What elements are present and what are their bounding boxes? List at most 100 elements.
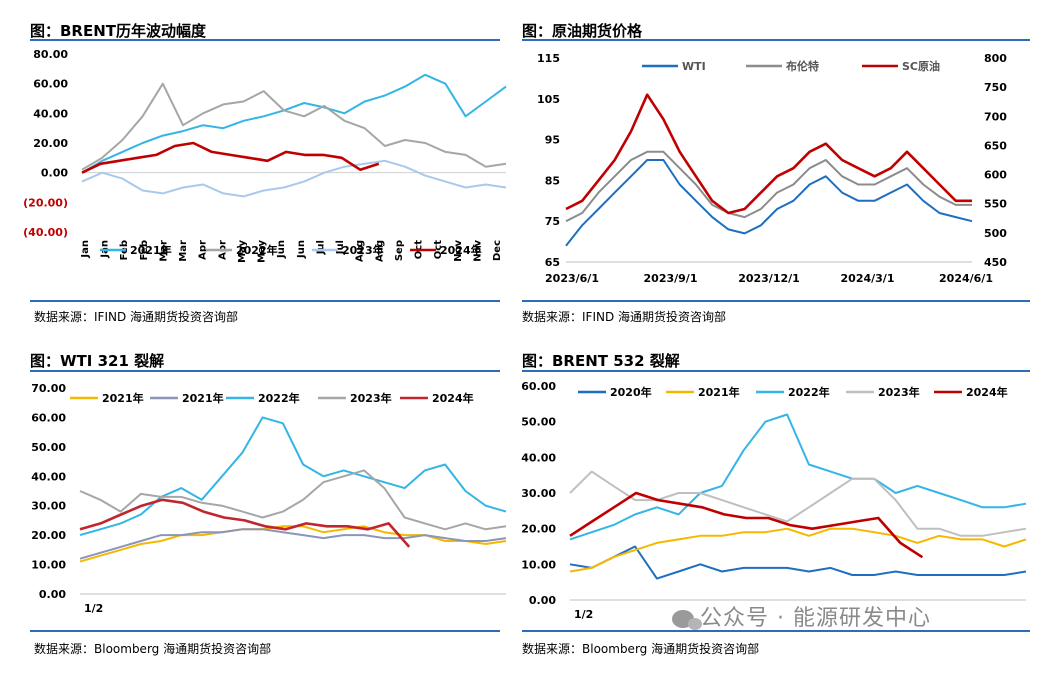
brent-volatility-chart: 80.00 60.00 40.00 20.00 0.00 (20.00) (40.00) Ja… — [23, 48, 507, 263]
y-tick-label: 50.00 — [31, 441, 66, 454]
y-tick-label: (40.00) — [23, 226, 68, 239]
x-tick-label: 2023/12/1 — [738, 272, 800, 285]
data-source: 数据来源：Bloomberg 海通期货投资咨询部 — [522, 642, 760, 656]
x-tick-label: Dec — [492, 240, 503, 261]
y2-tick-label: 450 — [984, 256, 1007, 269]
y-tick-label: 60.00 — [33, 78, 68, 91]
watermark-text: 公众号 · 能源研发中心 — [700, 606, 931, 631]
x-tick-label: Sep — [394, 240, 405, 261]
y2-tick-label: 650 — [984, 139, 1007, 152]
divider — [522, 370, 1030, 372]
divider — [30, 39, 500, 41]
y-tick-label: 0.00 — [39, 588, 66, 601]
x-tick-label: 2024/6/1 — [939, 272, 993, 285]
x-tick-label: Oct — [433, 240, 444, 259]
x-tick-label: Jan — [80, 240, 91, 259]
y-tick-label: 95 — [545, 134, 560, 147]
y-tick-label: 70.00 — [31, 382, 66, 395]
legend-label: 2022年 — [258, 391, 300, 405]
divider — [522, 39, 1030, 41]
series-line — [569, 470, 1027, 537]
series-line — [79, 525, 507, 563]
x-tick-label: Jun — [276, 240, 287, 259]
x-tick-label: 2023/9/1 — [644, 272, 698, 285]
legend-label: 2023年 — [342, 243, 384, 257]
y2-tick-label: 500 — [984, 227, 1007, 240]
y-tick-label: 115 — [537, 52, 560, 65]
y-tick-label: 10.00 — [521, 558, 556, 571]
chart-title-brent-volatility: 图：BRENT历年波动幅度 — [30, 22, 207, 40]
legend-label: 2022年 — [236, 243, 278, 257]
x-tick-label: 2024/3/1 — [841, 272, 895, 285]
y2-tick-label: 550 — [984, 198, 1007, 211]
y2-tick-label: 700 — [984, 110, 1007, 123]
legend-label: 2021年 — [182, 391, 224, 405]
series-line — [81, 73, 507, 174]
series-line — [569, 413, 1027, 541]
divider — [30, 300, 500, 302]
watermark: 公众号 · 能源研发中心 — [672, 600, 931, 632]
series-line — [569, 527, 1027, 573]
series-line — [79, 416, 507, 537]
series-line — [565, 150, 972, 223]
y-tick-label: 20.00 — [31, 529, 66, 542]
divider — [30, 370, 500, 372]
series-line — [79, 469, 507, 531]
legend-label: 2024年 — [440, 243, 482, 257]
wechat-icon — [672, 610, 702, 630]
divider — [522, 630, 1030, 632]
series-line — [79, 528, 507, 560]
legend-label: 2024年 — [432, 391, 474, 405]
legend-label: 2023年 — [878, 385, 920, 399]
series-line — [565, 93, 972, 215]
x-tick-label: Aug — [355, 240, 366, 262]
series-line — [81, 159, 507, 198]
y-tick-label: 40.00 — [31, 470, 66, 483]
divider — [30, 630, 500, 632]
legend-label: 布伦特 — [786, 59, 819, 73]
chart-title-crude-futures: 图：原油期货价格 — [522, 22, 643, 40]
series-line — [81, 82, 507, 171]
series-line — [565, 159, 973, 247]
y-tick-label: (20.00) — [23, 196, 68, 209]
divider — [522, 300, 1030, 302]
y-tick-label: 20.00 — [33, 137, 68, 150]
x-tick-label: May — [257, 240, 268, 263]
x-tick-label: May — [237, 240, 248, 263]
x-tick-label: Mar — [178, 240, 189, 262]
y-tick-label: 40.00 — [521, 451, 556, 464]
y-tick-label: 105 — [537, 93, 560, 106]
x-tick-label: Jul — [335, 240, 346, 255]
y-tick-label: 65 — [545, 256, 560, 269]
legend-label: WTI — [682, 60, 706, 73]
legend-label: SC原油 — [902, 59, 940, 73]
y-tick-label: 50.00 — [521, 416, 556, 429]
y2-tick-label: 600 — [984, 169, 1007, 182]
legend-label: 2021年 — [102, 391, 144, 405]
x-tick-label: 1/2 — [574, 608, 593, 621]
series-line — [81, 141, 380, 174]
x-tick-label: Feb — [139, 240, 150, 260]
x-tick-label: Mar — [158, 240, 169, 262]
chart-title-wti-crack: 图：WTI 321 裂解 — [30, 352, 165, 370]
series-line — [569, 491, 924, 559]
x-tick-label: Aug — [374, 240, 385, 262]
series-line — [79, 498, 411, 548]
x-tick-label: Jun — [296, 240, 307, 259]
x-tick-label: Jul — [315, 240, 326, 255]
legend-label: 2020年 — [610, 385, 652, 399]
x-tick-label: Nov — [453, 240, 464, 262]
series-line — [569, 545, 1027, 580]
legend-label: 2024年 — [966, 385, 1008, 399]
y2-tick-label: 800 — [984, 52, 1007, 65]
y-tick-label: 10.00 — [31, 559, 66, 572]
legend-label: 2023年 — [350, 391, 392, 405]
y-tick-label: 0.00 — [529, 594, 556, 607]
chart-title-brent-crack: 图：BRENT 532 裂解 — [522, 352, 680, 370]
legend-label: 2022年 — [788, 385, 830, 399]
y-tick-label: 85 — [545, 174, 560, 187]
y-tick-label: 30.00 — [31, 500, 66, 513]
y-tick-label: 60.00 — [31, 411, 66, 424]
x-tick-label: Apr — [198, 240, 209, 260]
legend-label: 2021年 — [130, 243, 172, 257]
